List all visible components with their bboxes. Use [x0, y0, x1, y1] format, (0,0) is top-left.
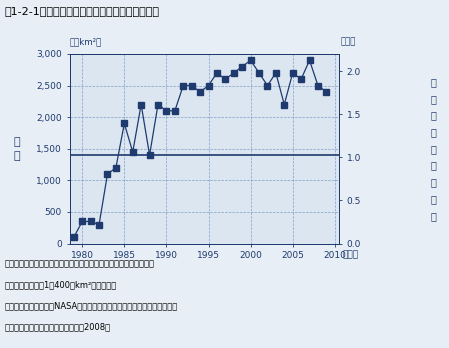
Text: 積: 積	[430, 194, 436, 204]
Text: と: と	[430, 144, 436, 154]
Text: 面: 面	[430, 177, 436, 187]
Text: 比: 比	[430, 211, 436, 221]
Text: 図1-2-1　南極オゾンホールの年最大面積の推移: 図1-2-1 南極オゾンホールの年最大面積の推移	[4, 6, 159, 16]
Text: 出典：気象庁「オゾン層観測報告：2008」: 出典：気象庁「オゾン層観測報告：2008」	[4, 322, 110, 331]
Text: 大: 大	[430, 111, 436, 120]
Text: （年）: （年）	[342, 250, 358, 259]
Text: 米国航空宇宙局（NASA）提供の衛星データをもとに気象庁で作成。: 米国航空宇宙局（NASA）提供の衛星データをもとに気象庁で作成。	[4, 301, 178, 310]
Text: 陸: 陸	[430, 127, 436, 137]
Text: （万km²）: （万km²）	[70, 37, 102, 46]
Text: 面: 面	[14, 137, 20, 147]
Text: 極: 極	[430, 94, 436, 104]
Text: （倍）: （倍）	[340, 37, 356, 46]
Text: 陸の面積（約1，400万km²）である。: 陸の面積（約1，400万km²）である。	[4, 280, 117, 289]
Text: 積: 積	[14, 151, 20, 161]
Text: の: の	[430, 161, 436, 171]
Text: 注：各年のオゾンホールの面積の年間最大値を示す。横線は南極大: 注：各年のオゾンホールの面積の年間最大値を示す。横線は南極大	[4, 259, 154, 268]
Text: 南: 南	[430, 77, 436, 87]
